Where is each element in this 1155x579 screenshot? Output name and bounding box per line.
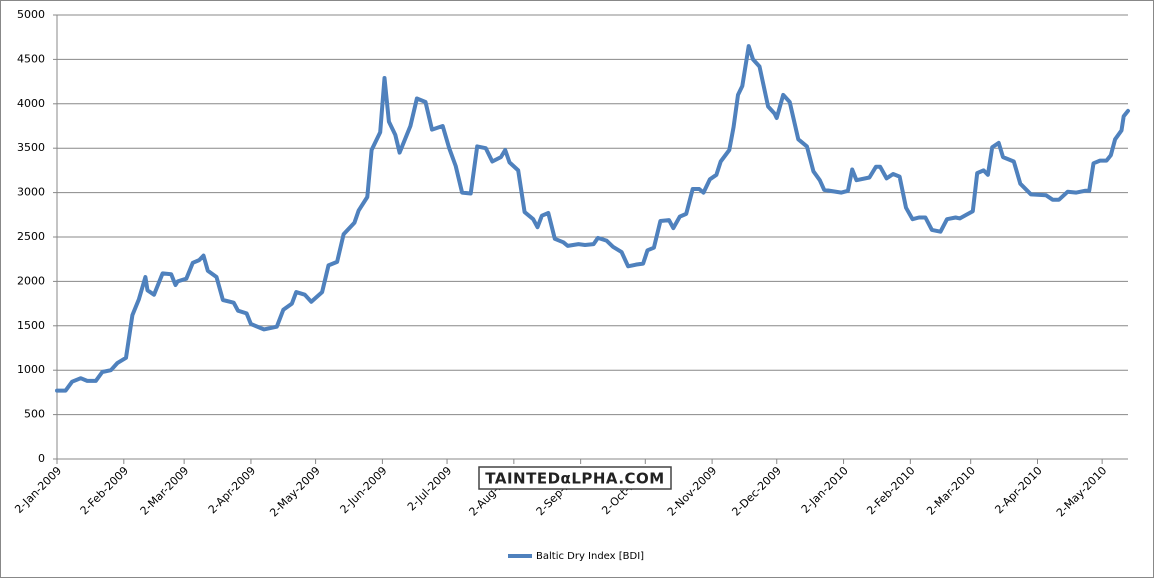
y-tick-label: 1000 (17, 363, 45, 376)
y-tick-label: 3500 (17, 141, 45, 154)
watermark: TAINTEDαLPHA.COM (485, 470, 664, 488)
legend-label: Baltic Dry Index [BDI] (536, 551, 644, 562)
y-tick-label: 1500 (17, 319, 45, 332)
y-tick-label: 2000 (17, 274, 45, 287)
y-tick-label: 3000 (17, 186, 45, 199)
y-tick-label: 4000 (17, 97, 45, 110)
data-line (55, 44, 1130, 393)
watermark-box (478, 466, 672, 490)
y-tick-label: 2500 (17, 230, 45, 243)
y-tick-label: 4500 (17, 52, 45, 65)
y-tick-label: 5000 (17, 8, 45, 21)
y-tick-label: 0 (38, 452, 45, 465)
y-tick-label: 500 (24, 408, 45, 421)
